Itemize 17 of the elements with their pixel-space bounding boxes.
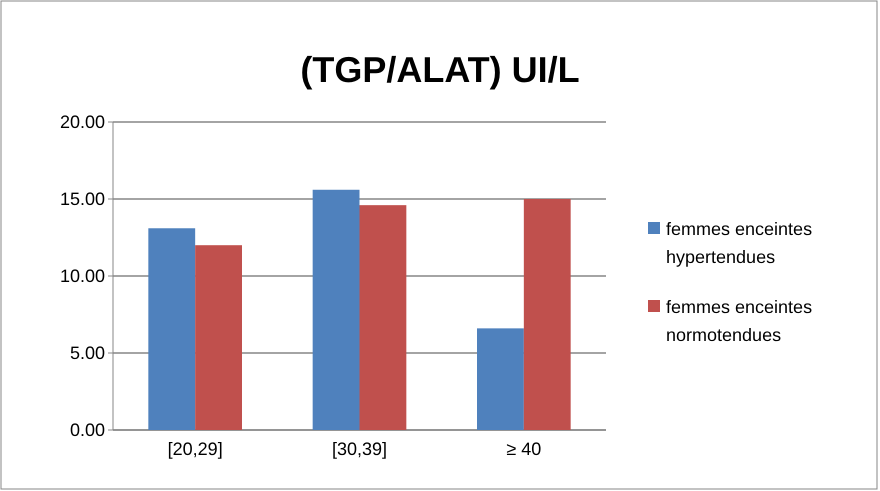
y-tick-label: 20.00 <box>60 112 105 132</box>
x-tick-label: [30,39] <box>332 438 388 459</box>
bar <box>477 328 524 430</box>
chart-title: (TGP/ALAT) UI/L <box>300 49 580 90</box>
legend-label: femmes enceintes hypertendues <box>666 219 812 267</box>
bar <box>360 205 406 430</box>
y-tick-label: 5.00 <box>70 342 105 363</box>
x-tick-label: ≥ 40 <box>506 438 542 459</box>
bar <box>524 199 571 430</box>
y-tick-label: 0.00 <box>70 420 105 440</box>
y-tick-label: 10.00 <box>60 266 105 286</box>
bar <box>148 228 196 430</box>
legend-label: femmes enceintes normotendues <box>666 297 812 345</box>
bar <box>312 190 360 430</box>
y-tick-label: 15.00 <box>60 188 105 209</box>
x-tick-label: [20,29] <box>168 438 223 459</box>
bar <box>195 245 242 430</box>
